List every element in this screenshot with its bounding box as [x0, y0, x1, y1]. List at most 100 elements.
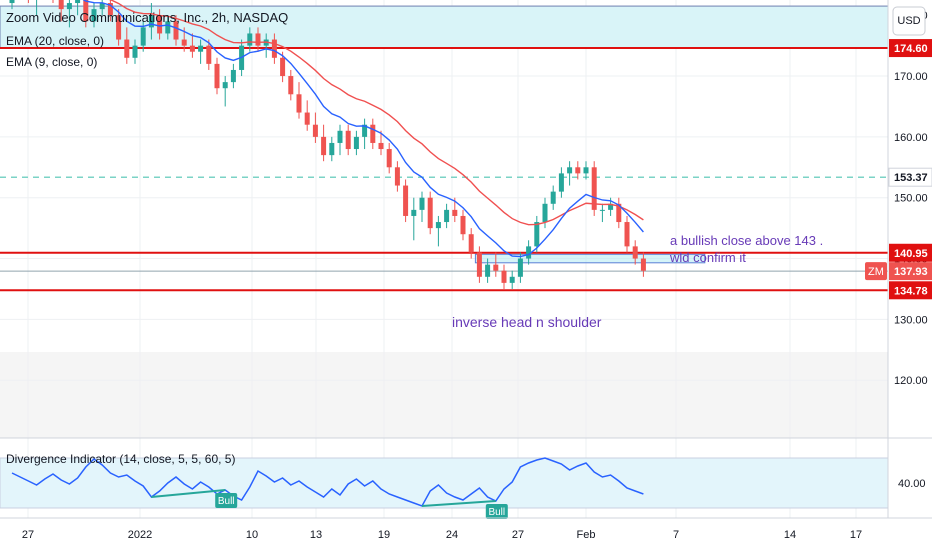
- candle-body: [9, 0, 15, 4]
- candle-body: [304, 112, 310, 125]
- last-price-label-bg: [889, 262, 932, 281]
- candle-body: [321, 136, 327, 156]
- candle-body: [460, 215, 466, 235]
- neckline-label: 140.95: [894, 248, 928, 260]
- candle-body: [435, 222, 441, 229]
- candle-body: [255, 33, 261, 46]
- ema-layer: [82, 0, 644, 258]
- axis-layer: 120.00130.00140.00150.00160.00170.00180.…: [22, 10, 932, 541]
- candle-body: [362, 124, 368, 137]
- candle-body: [485, 264, 491, 277]
- candle-body: [534, 222, 540, 247]
- candle-body: [386, 149, 392, 168]
- candle-body: [157, 15, 163, 34]
- candle-body: [468, 234, 474, 253]
- candle-body: [66, 3, 72, 10]
- resistance-label-bg: [889, 39, 932, 58]
- candle-body: [583, 167, 589, 174]
- candle-body: [394, 167, 400, 186]
- candle-body: [99, 3, 105, 10]
- ticker-label: ZM: [868, 266, 884, 278]
- bull-divergence-line: [151, 489, 226, 498]
- annotation-bullish-close-line1: a bullish close above 143 .: [670, 233, 823, 248]
- candle-body: [370, 124, 376, 143]
- candle-body: [247, 33, 253, 46]
- price-tick-label: 170.00: [894, 71, 928, 83]
- neckline-label-bg: [889, 243, 932, 262]
- candle-body: [353, 136, 359, 150]
- candle-body: [165, 21, 171, 34]
- time-tick-label: 27: [22, 529, 34, 541]
- currency-badge[interactable]: [892, 6, 926, 36]
- candle-body: [403, 185, 409, 216]
- bull-label-bg: [215, 493, 238, 508]
- oscillator-band: [0, 457, 889, 509]
- time-tick-label: 27: [512, 529, 524, 541]
- candle-body: [296, 94, 302, 113]
- candle-body: [329, 142, 335, 156]
- time-tick-label: 17: [850, 529, 862, 541]
- candle-body: [411, 209, 417, 216]
- candle-body: [271, 39, 277, 58]
- ema9-legend[interactable]: EMA (9, close, 0): [6, 55, 97, 69]
- candle-body: [345, 130, 351, 150]
- candle-body: [214, 63, 220, 89]
- candle-body: [550, 191, 556, 204]
- candle-body: [206, 45, 212, 64]
- oscillator-tick-label: 40.00: [898, 478, 926, 490]
- candle-body: [173, 21, 179, 40]
- time-tick-label: 13: [310, 529, 322, 541]
- bull-divergence-line: [421, 500, 496, 507]
- candle-body: [452, 209, 458, 216]
- candle-body: [517, 258, 523, 277]
- price-tick-label: 150.00: [894, 193, 928, 205]
- candle-body: [526, 246, 532, 259]
- candle-body: [58, 0, 64, 10]
- candle-body: [640, 258, 646, 271]
- candle-body: [83, 0, 89, 22]
- ema-9-line: [82, 0, 644, 258]
- currency-label: USD: [897, 15, 920, 27]
- candle-body: [575, 167, 581, 174]
- candle-body: [189, 45, 195, 52]
- neckline-zone: [474, 253, 706, 264]
- candle-body: [419, 197, 425, 210]
- price-tick-label: 130.00: [894, 314, 928, 326]
- target-label: 153.37: [894, 172, 928, 184]
- support-label: 134.78: [894, 285, 928, 297]
- bull-label: Bull: [488, 507, 505, 518]
- time-tick-label: 19: [378, 529, 390, 541]
- candle-body: [378, 142, 384, 150]
- ema-20-line: [108, 0, 644, 226]
- candle-body: [427, 197, 433, 229]
- bull-label-bg: [485, 504, 508, 519]
- candle-body: [181, 39, 187, 46]
- candle-body: [632, 246, 638, 259]
- price-tick-label: 160.00: [894, 132, 928, 144]
- candle-body: [608, 203, 614, 210]
- candle-body: [476, 252, 482, 277]
- bull-label: Bull: [218, 496, 235, 507]
- candle-body: [558, 173, 564, 192]
- oscillator-line: [11, 457, 644, 507]
- time-tick-label: 14: [784, 529, 796, 541]
- time-tick-label: 24: [446, 529, 458, 541]
- candle-body: [140, 27, 146, 46]
- candle-body: [75, 0, 81, 4]
- candle-body: [132, 45, 138, 58]
- candle-body: [493, 264, 499, 271]
- candle-body: [222, 82, 228, 89]
- ticker-badge[interactable]: [865, 262, 887, 281]
- time-tick-label: Feb: [577, 529, 596, 541]
- candle-body: [230, 69, 236, 83]
- time-tick-label: 2022: [128, 529, 152, 541]
- candle-layer: [9, 0, 646, 289]
- oscillator-legend[interactable]: Divergence Indicator (14, close, 5, 5, 6…: [6, 452, 235, 466]
- candle-body: [288, 76, 294, 95]
- symbol-title: Zoom Video Communications, Inc., 2h, NAS…: [6, 10, 288, 25]
- candle-body: [501, 270, 507, 283]
- ema20-legend[interactable]: EMA (20, close, 0): [6, 34, 104, 48]
- oscillator-layer: Bull Bull: [0, 457, 889, 519]
